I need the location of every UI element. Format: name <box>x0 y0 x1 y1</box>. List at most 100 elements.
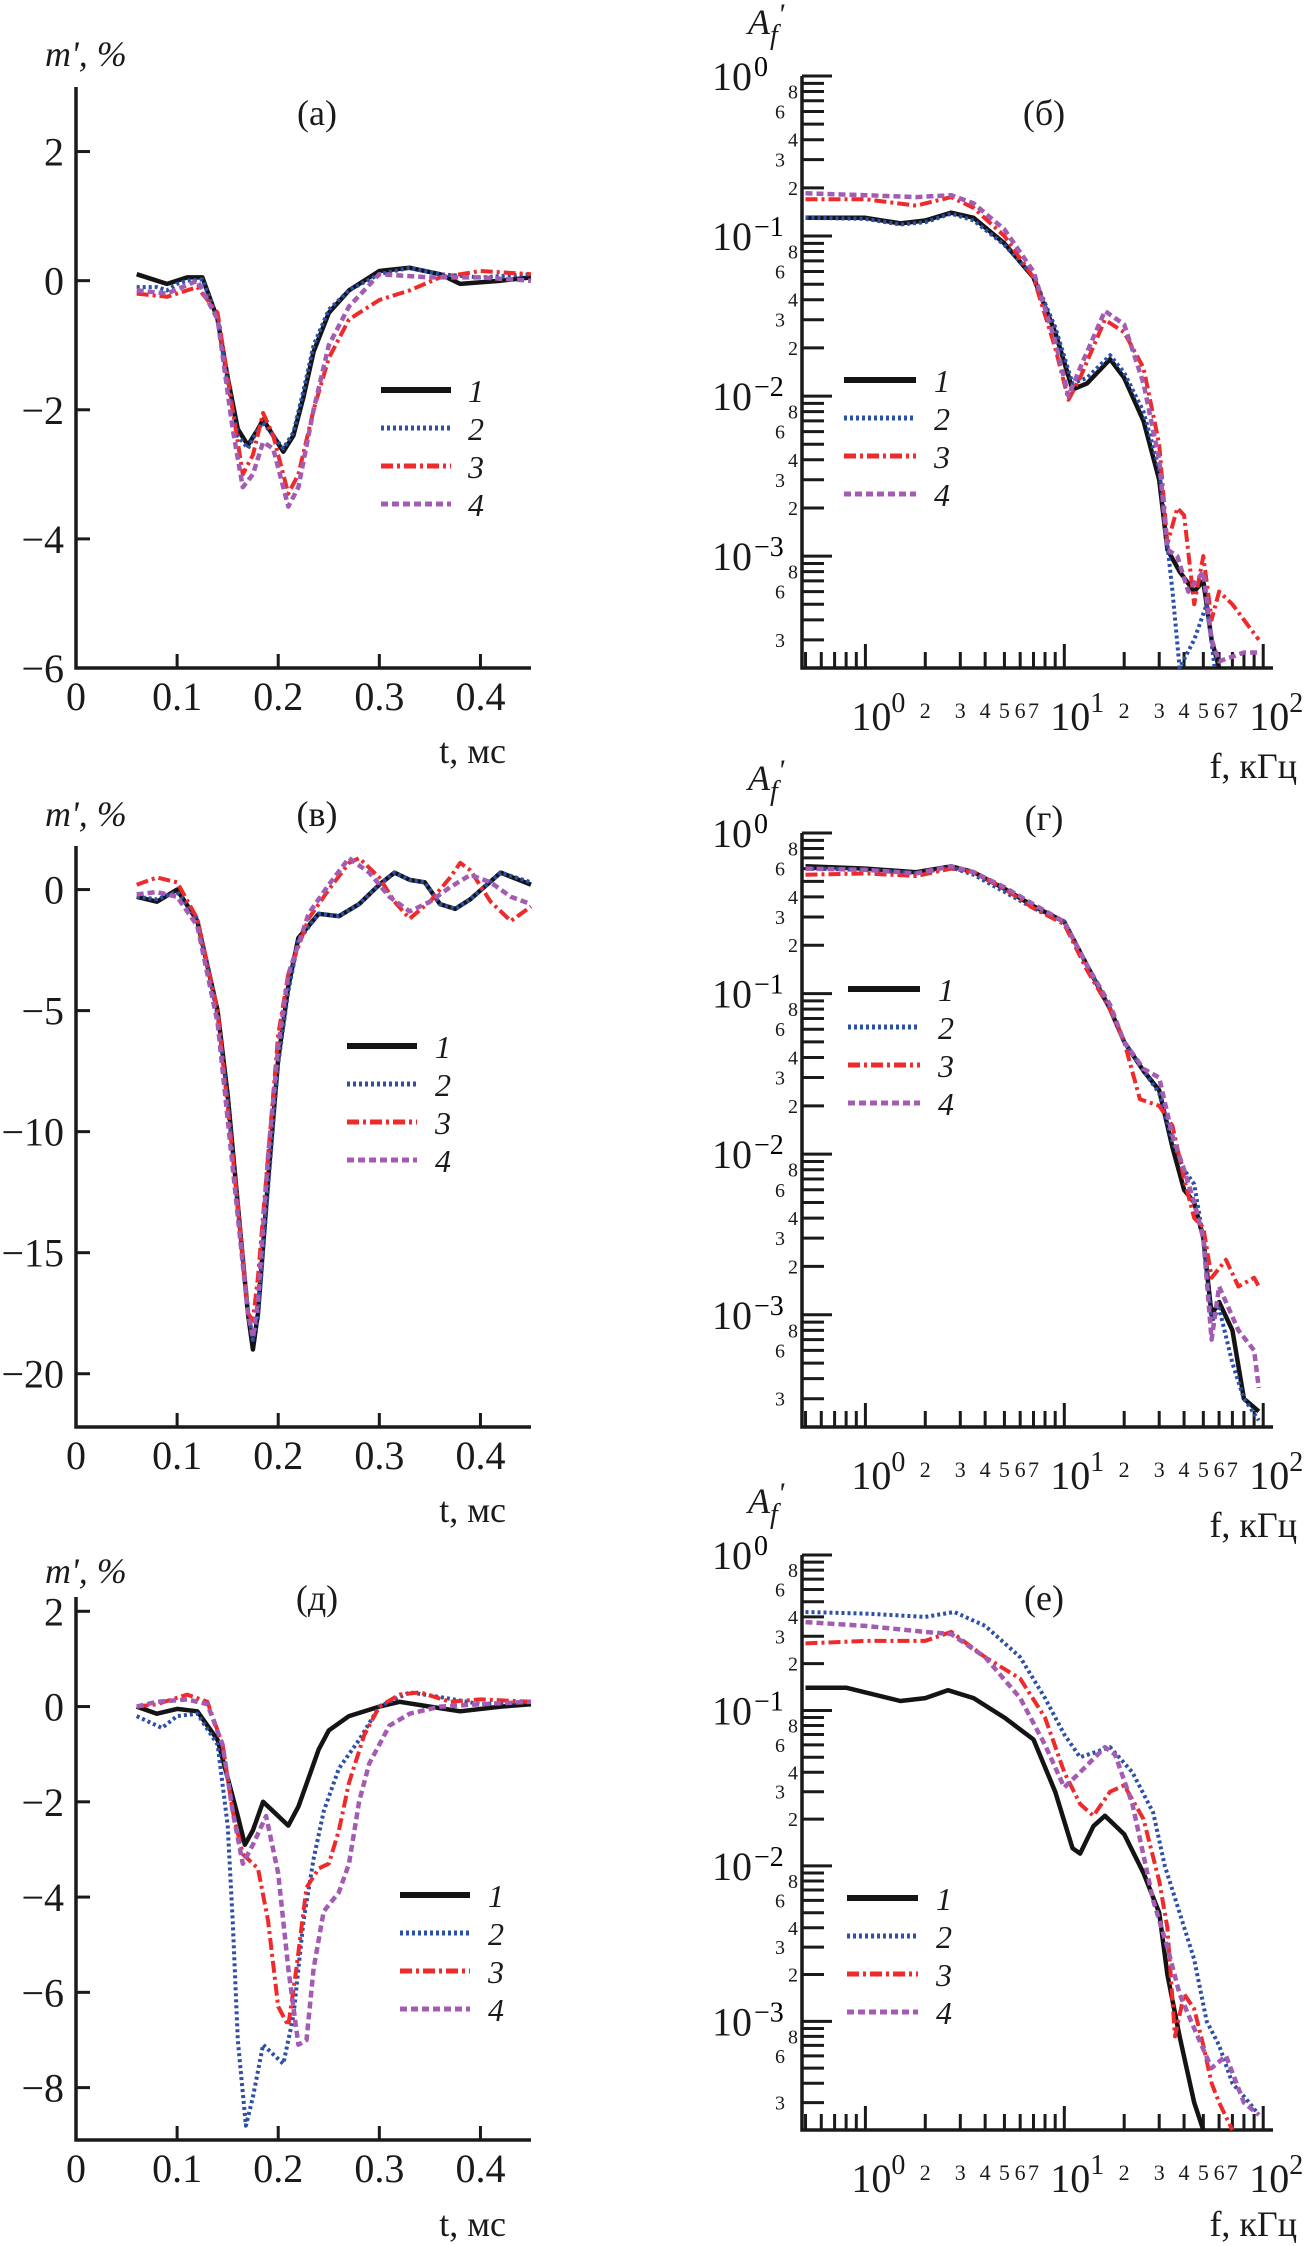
series-line-4 <box>136 1697 532 2047</box>
y-label-main: A <box>746 2 771 42</box>
legend-label: 2 <box>468 411 484 447</box>
y-minor-tick-label: 8 <box>788 839 798 861</box>
y-tick-label: −20 <box>1 1352 64 1397</box>
legend-label: 2 <box>488 1916 504 1952</box>
tick-exponent: 0 <box>754 52 768 83</box>
tick-base: 10 <box>712 1132 752 1177</box>
x-tick-label: 0.2 <box>253 2146 303 2191</box>
y-minor-tick-label: 8 <box>788 402 798 424</box>
x-major-tick-label: 101 <box>1050 688 1104 739</box>
x-minor-tick-label: 6 <box>1214 698 1225 723</box>
y-minor-tick-label: 2 <box>788 935 798 957</box>
tick-base: 10 <box>1249 2156 1289 2201</box>
y-minor-tick-label: 6 <box>775 1019 785 1041</box>
series-line-3 <box>136 856 533 1323</box>
legend-label: 1 <box>488 1878 504 1914</box>
panel-label: (д) <box>296 1578 338 1618</box>
y-minor-tick-label: 8 <box>788 562 798 584</box>
tick-exponent: 1 <box>1090 688 1104 719</box>
x-minor-tick-label: 5 <box>1198 698 1209 723</box>
x-major-tick-label: 102 <box>1249 2150 1303 2201</box>
x-minor-tick-label: 2 <box>920 1457 931 1482</box>
x-minor-tick-label: 7 <box>1028 698 1039 723</box>
y-tick-label: −8 <box>21 2066 64 2111</box>
y-label-sub: f <box>770 20 781 51</box>
axis-lines <box>800 833 1273 1429</box>
y-minor-tick-label: 2 <box>788 178 798 200</box>
y-minor-tick-label: 2 <box>788 338 798 360</box>
legend-label: 1 <box>934 363 950 399</box>
legend-label: 4 <box>936 1995 952 2031</box>
x-minor-tick-label: 3 <box>955 698 966 723</box>
y-minor-tick-label: 6 <box>775 1890 785 1912</box>
tick-exponent: −1 <box>754 212 784 243</box>
series-line-2 <box>805 865 1261 1422</box>
x-minor-tick-label: 3 <box>955 1457 966 1482</box>
y-minor-tick-label: 3 <box>775 1389 785 1411</box>
y-minor-tick-label: 6 <box>775 102 785 124</box>
y-minor-tick-label: 4 <box>788 1762 798 1784</box>
legend-label: 4 <box>435 1143 451 1179</box>
series-line-1 <box>136 870 532 1352</box>
y-minor-tick-label: 3 <box>775 630 785 652</box>
x-tick-label: 0.1 <box>152 1433 202 1478</box>
x-tick-label: 0.4 <box>455 1433 505 1478</box>
panel-label: (в) <box>297 794 338 834</box>
x-tick-label: 0.3 <box>354 674 404 719</box>
y-minor-tick-label: 6 <box>775 2046 785 2068</box>
panel-label: (б) <box>1023 93 1065 133</box>
axis-lines <box>74 87 531 670</box>
x-tick-label: 0 <box>66 1433 86 1478</box>
y-tick-label: −2 <box>21 1780 64 1825</box>
y-major-tick-label: 10 <box>712 374 752 419</box>
y-major-tick-label: 10 <box>712 214 752 259</box>
y-minor-tick-label: 3 <box>775 1068 785 1090</box>
x-minor-tick-label: 3 <box>1154 2160 1165 2185</box>
series-line-3 <box>136 269 532 496</box>
tick-base: 10 <box>712 1844 752 1889</box>
y-minor-tick-label: 2 <box>788 1965 798 1987</box>
y-major-tick-label: 10 <box>712 972 752 1017</box>
tick-exponent: 2 <box>1289 688 1303 719</box>
x-minor-tick-label: 5 <box>999 2160 1010 2185</box>
legend-label: 4 <box>488 1992 504 2028</box>
tick-base: 10 <box>851 1453 891 1498</box>
panel-label: (г) <box>1025 798 1064 838</box>
series-line-3 <box>805 866 1261 1289</box>
x-minor-tick-label: 7 <box>1028 1457 1039 1482</box>
series-line-4 <box>136 271 532 509</box>
tick-exponent: −2 <box>754 372 784 403</box>
y-major-tick-label: 10 <box>712 1844 752 1889</box>
y-tick-label: 0 <box>44 259 64 304</box>
legend-label: 3 <box>434 1105 451 1141</box>
y-tick-label: 2 <box>44 1589 64 1634</box>
y-tick-label: 2 <box>44 130 64 175</box>
y-minor-tick-label: 2 <box>788 498 798 520</box>
y-major-tick-label: 10 <box>712 1132 752 1177</box>
y-minor-tick-label: 2 <box>788 1654 798 1676</box>
x-minor-tick-label: 6 <box>1015 1457 1026 1482</box>
tick-exponent: 0 <box>891 1447 905 1478</box>
x-minor-tick-label: 5 <box>999 1457 1010 1482</box>
y-minor-tick-label: 3 <box>775 470 785 492</box>
tick-base: 10 <box>1249 1453 1289 1498</box>
tick-exponent: −3 <box>754 1291 784 1322</box>
x-tick-label: 0.4 <box>455 674 505 719</box>
y-minor-tick-label: 4 <box>788 1607 798 1629</box>
series-line-1 <box>805 1685 1206 2131</box>
x-minor-tick-label: 5 <box>1198 1457 1209 1482</box>
legend-label: 3 <box>467 449 484 485</box>
x-axis-label: t, мс <box>439 1490 506 1530</box>
y-tick-label: −10 <box>1 1110 64 1155</box>
y-minor-tick-label: 4 <box>788 1047 798 1069</box>
x-minor-tick-label: 3 <box>1154 698 1165 723</box>
tick-exponent: −1 <box>754 970 784 1001</box>
y-minor-tick-label: 2 <box>788 1096 798 1118</box>
y-minor-tick-label: 2 <box>788 1256 798 1278</box>
y-minor-tick-label: 8 <box>788 82 798 104</box>
x-major-tick-label: 100 <box>851 688 905 739</box>
